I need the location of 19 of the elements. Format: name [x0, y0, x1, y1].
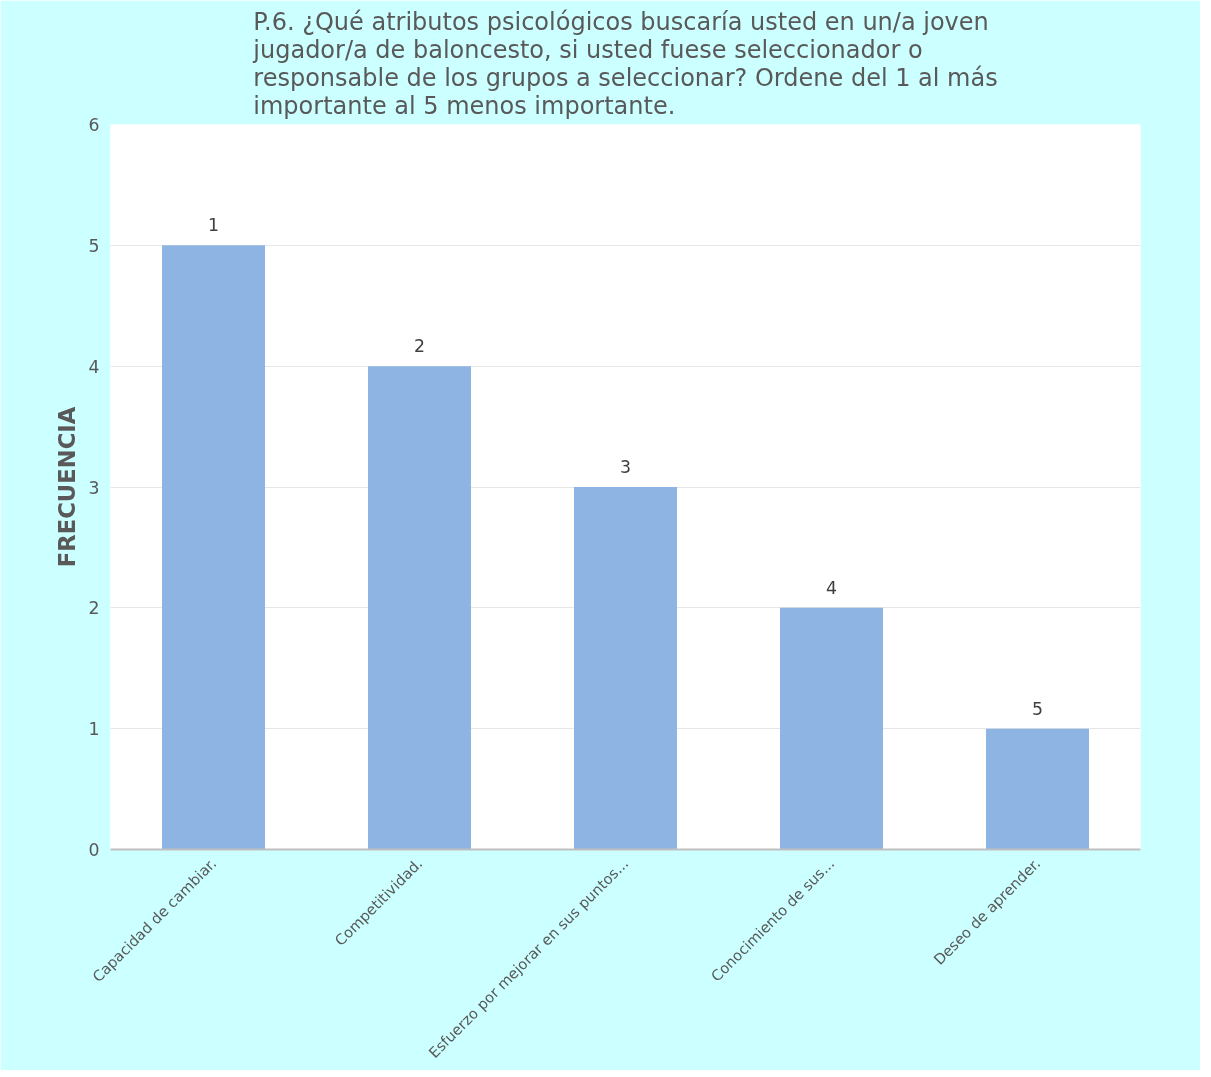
- bar: [162, 245, 265, 850]
- annotation: 3: [619, 457, 632, 477]
- annotation: 2: [413, 336, 426, 357]
- chart-title: P.6. ¿Qué atributos psicológicos buscaría usted en un/a joven jugador/a de baloncesto, si usted fuese seleccionador o responsable de los grupos a seleccionar? Ordene del 1 al más importante al 5 menos importante.: [252, 7, 998, 120]
- bar: [368, 366, 471, 850]
- y-tick-label: 1: [88, 719, 100, 740]
- bar: [574, 487, 677, 850]
- y-axis-title: FRECUENCIA: [54, 406, 81, 568]
- annotation: 5: [1031, 698, 1044, 719]
- bar: [780, 607, 883, 850]
- bar: [986, 728, 1089, 850]
- y-tick-label: 0: [88, 840, 100, 860]
- annotation: 1: [207, 215, 220, 236]
- y-tick-label: 3: [88, 477, 100, 498]
- annotation: 4: [825, 577, 838, 598]
- y-tick-label: 6: [88, 115, 100, 135]
- y-tick-label: 2: [88, 598, 100, 619]
- y-tick-label: 4: [88, 356, 100, 377]
- y-tick-label: 5: [88, 235, 100, 256]
